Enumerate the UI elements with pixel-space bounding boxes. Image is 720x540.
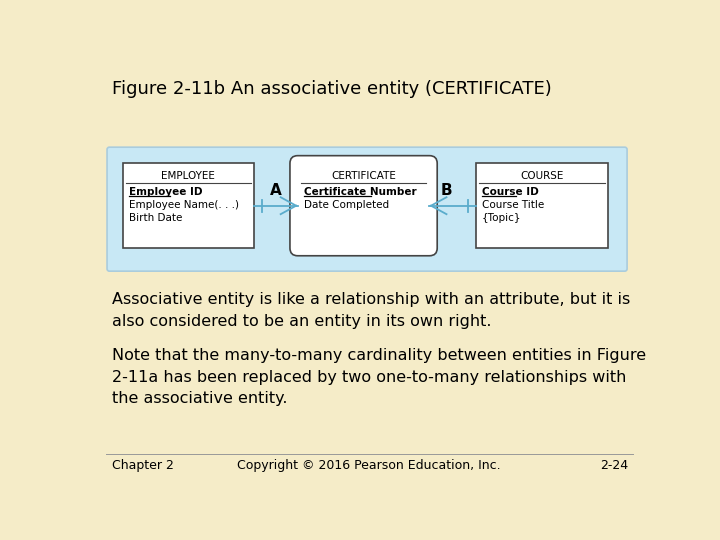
Text: Employee Name(. . .): Employee Name(. . .) xyxy=(129,200,239,210)
FancyBboxPatch shape xyxy=(107,147,627,271)
Text: 2-24: 2-24 xyxy=(600,458,629,472)
Text: {Topic}: {Topic} xyxy=(482,213,522,223)
Text: Note that the many-to-many cardinality between entities in Figure
2-11a has been: Note that the many-to-many cardinality b… xyxy=(112,348,646,407)
Text: A: A xyxy=(270,183,282,198)
FancyBboxPatch shape xyxy=(290,156,437,256)
Text: Course Title: Course Title xyxy=(482,200,544,210)
Text: Copyright © 2016 Pearson Education, Inc.: Copyright © 2016 Pearson Education, Inc. xyxy=(237,458,501,472)
Text: Associative entity is like a relationship with an attribute, but it is
also cons: Associative entity is like a relationshi… xyxy=(112,292,630,328)
Text: Employee ID: Employee ID xyxy=(129,187,202,197)
Text: Certificate Number: Certificate Number xyxy=(304,187,417,197)
Text: Figure 2-11b An associative entity (CERTIFICATE): Figure 2-11b An associative entity (CERT… xyxy=(112,80,552,98)
Text: EMPLOYEE: EMPLOYEE xyxy=(161,171,215,181)
Bar xyxy=(122,164,254,248)
Text: COURSE: COURSE xyxy=(520,171,564,181)
Text: Birth Date: Birth Date xyxy=(129,213,182,223)
Text: Chapter 2: Chapter 2 xyxy=(112,458,174,472)
Bar xyxy=(476,164,608,248)
Text: CERTIFICATE: CERTIFICATE xyxy=(331,171,396,181)
Text: Date Completed: Date Completed xyxy=(304,200,389,210)
Text: Course ID: Course ID xyxy=(482,187,539,197)
Text: B: B xyxy=(441,183,452,198)
